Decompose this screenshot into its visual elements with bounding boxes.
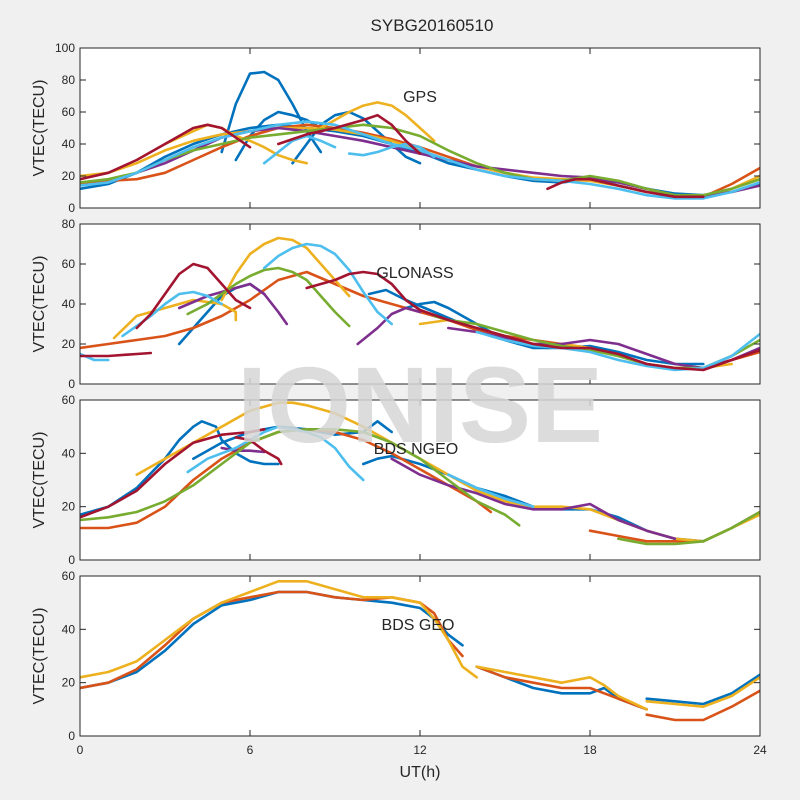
series-line-7 (319, 101, 436, 143)
y-tick-label: 60 (62, 105, 76, 119)
figure-title: SYBG20160510 (371, 16, 494, 35)
series-line-8 (390, 457, 677, 540)
y-tick-label: 60 (62, 257, 76, 271)
y-axis-label: VTEC(TECU) (31, 256, 48, 353)
y-tick-label: 40 (62, 297, 76, 311)
series-line-5 (475, 665, 648, 711)
series-group (80, 401, 760, 546)
series-line-19 (305, 270, 760, 372)
series-line-3 (291, 110, 422, 165)
series-line-10 (80, 123, 760, 197)
y-tick-label: 60 (62, 393, 76, 407)
series-line-9 (645, 676, 760, 708)
series-group (80, 70, 760, 200)
panel-bds-ngeo: 0 20 40 60 VTEC(TECU) BDS NGEO (31, 393, 761, 567)
panel-annotation: GPS (403, 89, 437, 106)
series-line-18 (135, 262, 252, 330)
x-tick-label: 24 (753, 743, 767, 757)
y-tick-label: 20 (62, 676, 76, 690)
series-line-8 (475, 665, 648, 711)
x-tick-label: 6 (247, 743, 254, 757)
y-tick-label: 40 (62, 446, 76, 460)
series-line-9 (356, 306, 422, 346)
series-group (80, 236, 760, 372)
y-tick-label: 40 (62, 622, 76, 636)
series-line-3 (645, 673, 760, 706)
series-line-9 (80, 428, 521, 527)
panel-annotation: GLONASS (376, 265, 453, 282)
y-tick-label: 0 (68, 553, 75, 567)
y-tick-label: 0 (68, 201, 75, 215)
series-line-5 (220, 236, 351, 302)
series-line-12 (347, 142, 436, 159)
series-line-12 (447, 473, 535, 508)
x-axis-label: UT(h) (400, 764, 441, 781)
x-tick-label: 18 (583, 743, 597, 757)
series-line-3 (404, 300, 705, 366)
panel-annotation: BDS NGEO (374, 441, 458, 458)
series-line-13 (80, 120, 760, 200)
series-line-16 (475, 330, 760, 372)
y-tick-label: 0 (68, 729, 75, 743)
series-line-6 (112, 298, 238, 340)
series-line-15 (277, 113, 422, 155)
y-axis-label: VTEC(TECU) (31, 432, 48, 529)
x-tick-label: 0 (77, 743, 84, 757)
y-tick-label: 80 (62, 73, 76, 87)
series-line-6 (645, 689, 760, 722)
y-tick-label: 60 (62, 569, 76, 583)
series-group (80, 580, 760, 722)
series-line-1 (80, 420, 280, 516)
y-axis-label: VTEC(TECU) (31, 80, 48, 177)
panel-glonass: 0 20 40 60 80 VTEC(TECU) GLONASS (31, 217, 761, 391)
series-line-10 (617, 510, 760, 546)
series-line-4 (80, 590, 464, 690)
series-line-16 (546, 177, 705, 199)
series-line-13 (80, 428, 266, 519)
series-line-11 (186, 425, 365, 482)
y-tick-label: 20 (62, 169, 76, 183)
series-line-11 (262, 134, 337, 165)
panel-annotation: BDS GEO (382, 617, 455, 634)
y-tick-label: 100 (55, 41, 75, 55)
y-tick-label: 20 (62, 337, 76, 351)
y-tick-label: 20 (62, 500, 76, 514)
y-tick-label: 40 (62, 137, 76, 151)
series-line-14 (80, 123, 252, 181)
series-line-14 (121, 290, 223, 338)
y-tick-label: 80 (62, 217, 76, 231)
panel-bds-geo: 0 6 12 18 24 0 20 40 60 VTEC(TECU) BDS GEO (31, 569, 767, 757)
panel-gps: 0 20 40 60 80 100 VTEC(TECU) GPS (31, 41, 761, 215)
x-tick-label: 12 (413, 743, 427, 757)
series-line-11 (186, 266, 351, 328)
series-line-14 (234, 436, 283, 466)
y-axis-label: VTEC(TECU) (31, 608, 48, 705)
series-line-17 (80, 351, 153, 358)
y-tick-label: 0 (68, 377, 75, 391)
plot-area (80, 576, 760, 736)
watermark: IONISE (237, 344, 603, 465)
series-line-15 (262, 242, 393, 326)
series-line-7 (80, 580, 478, 679)
